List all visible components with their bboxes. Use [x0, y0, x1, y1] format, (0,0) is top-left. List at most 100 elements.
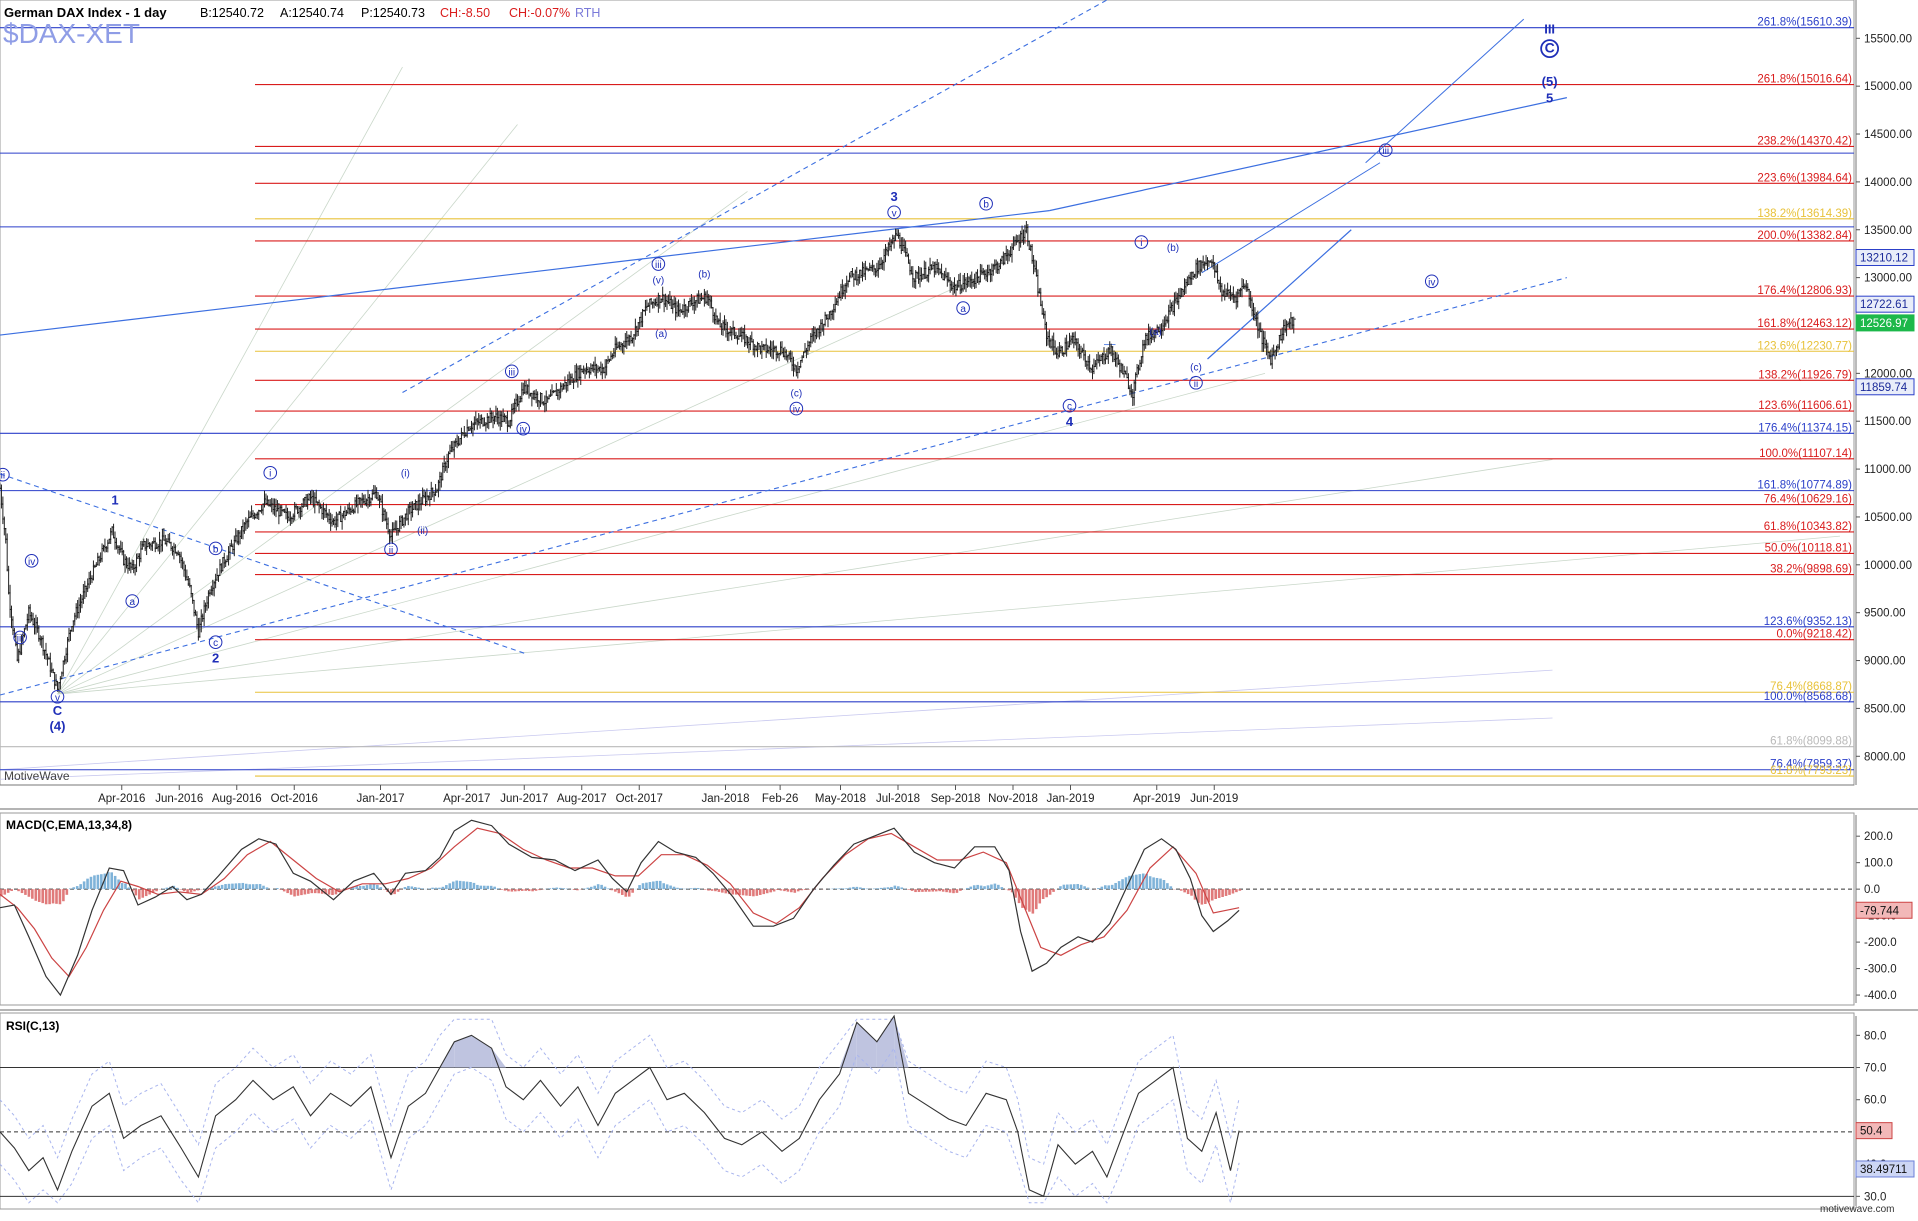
wave-label: iii	[655, 260, 662, 271]
macd-tick-label: -300.0	[1864, 964, 1897, 976]
macd-histogram-bar	[759, 889, 762, 895]
macd-histogram-bar	[887, 887, 890, 889]
rsi-band-label: 38.49711	[1860, 1164, 1907, 1176]
macd-histogram-bar	[1218, 889, 1221, 898]
macd-histogram-bar	[790, 889, 793, 892]
macd-histogram-bar	[455, 881, 458, 890]
wave-label: iii	[1382, 146, 1389, 157]
macd-histogram-bar	[259, 884, 262, 889]
macd-histogram-bar	[128, 887, 131, 889]
macd-histogram-bar	[480, 886, 483, 889]
date-tick-label: Jun-2019	[1190, 793, 1238, 805]
macd-histogram-bar	[856, 887, 859, 889]
wave-label: v	[892, 208, 897, 219]
macd-histogram-bar	[417, 888, 420, 889]
wave-label: iii	[17, 633, 24, 644]
macd-histogram-bar	[659, 881, 662, 889]
level-label: 50.0%(10118.81)	[1765, 542, 1853, 554]
date-tick-label: Oct-2016	[271, 793, 318, 805]
macd-histogram-bar	[45, 889, 48, 904]
macd-histogram-bar	[890, 887, 893, 889]
macd-histogram-bar	[76, 886, 79, 889]
macd-histogram-bar	[749, 889, 752, 896]
macd-histogram-bar	[597, 884, 600, 889]
wave-label: c	[213, 638, 218, 649]
macd-histogram-bar	[290, 889, 293, 895]
macd-histogram-bar	[949, 889, 952, 893]
macd-histogram-bar	[697, 888, 700, 889]
macd-histogram-bar	[1132, 875, 1135, 889]
macd-histogram-bar	[990, 884, 993, 889]
macd-histogram-bar	[859, 887, 862, 889]
macd-histogram-bar	[983, 886, 986, 889]
macd-histogram-bar	[555, 888, 558, 890]
macd-histogram-bar	[1101, 887, 1104, 890]
macd-histogram-bar	[894, 886, 897, 890]
price-tick-label: 13000.00	[1864, 273, 1912, 285]
macd-histogram-bar	[1232, 889, 1235, 893]
price-tick-label: 13500.00	[1864, 225, 1912, 237]
macd-histogram-bar	[155, 889, 158, 891]
macd-histogram-bar	[852, 887, 855, 889]
wave-label: (ii)	[417, 526, 428, 537]
macd-histogram-bar	[24, 889, 27, 895]
macd-histogram-bar	[376, 885, 379, 889]
macd-histogram-bar	[773, 889, 776, 891]
macd-histogram-bar	[190, 889, 193, 892]
wave-label: (a)	[1150, 327, 1162, 338]
macd-histogram-bar	[504, 889, 507, 890]
macd-histogram-bar	[176, 888, 179, 889]
macd-histogram-bar	[469, 882, 472, 889]
macd-histogram-bar	[528, 889, 531, 891]
macd-histogram-bar	[1035, 889, 1038, 909]
macd-histogram-bar	[590, 887, 593, 889]
level-label: 176.4%(11374.15)	[1758, 422, 1852, 434]
macd-histogram-bar	[987, 885, 990, 889]
macd-histogram-bar	[238, 883, 241, 889]
macd-histogram-bar	[476, 885, 479, 889]
macd-histogram-bar	[966, 888, 969, 889]
macd-histogram-bar	[442, 887, 445, 889]
macd-histogram-bar	[956, 889, 959, 893]
macd-histogram-bar	[787, 889, 790, 892]
macd-histogram-bar	[997, 885, 1000, 889]
macd-histogram-bar	[380, 887, 383, 889]
date-tick-label: Jan-2019	[1047, 793, 1095, 805]
level-label: 0.0%(9218.42)	[1777, 629, 1853, 641]
wave-label: iv	[28, 557, 35, 568]
macd-histogram-bar	[459, 881, 462, 889]
macd-histogram-bar	[600, 885, 603, 889]
level-label: 61.8%(7793.23)	[1770, 765, 1852, 777]
wave-label: C	[1545, 40, 1555, 56]
date-tick-label: Jan-2017	[357, 793, 405, 805]
date-tick-label: Sep-2018	[931, 793, 981, 805]
macd-histogram-bar	[1042, 889, 1045, 899]
macd-histogram-bar	[414, 887, 417, 889]
date-tick-label: Apr-2019	[1133, 793, 1180, 805]
change-value: CH:-8.50	[440, 6, 490, 20]
macd-histogram-bar	[535, 889, 538, 891]
macd-histogram-bar	[631, 889, 634, 893]
macd-histogram-bar	[1135, 875, 1138, 889]
macd-histogram-bar	[938, 889, 941, 891]
macd-histogram-bar	[48, 889, 51, 904]
macd-histogram-bar	[1170, 886, 1173, 889]
wave-label: 2	[212, 650, 219, 665]
macd-histogram-bar	[449, 883, 452, 889]
macd-histogram-bar	[483, 886, 486, 889]
wave-label: (c)	[791, 388, 803, 399]
macd-histogram-bar	[783, 889, 786, 891]
macd-histogram-bar	[518, 889, 521, 891]
macd-histogram-bar	[611, 889, 614, 890]
price-tick-label: 8500.00	[1864, 703, 1906, 715]
macd-histogram-bar	[521, 889, 524, 891]
macd-histogram-bar	[1183, 889, 1186, 892]
macd-histogram-bar	[1025, 889, 1028, 910]
macd-histogram-bar	[718, 889, 721, 892]
wave-label: C	[53, 703, 63, 718]
date-tick-label: Aug-2016	[212, 793, 262, 805]
macd-histogram-bar	[10, 889, 13, 891]
wave-label: iv	[1428, 277, 1435, 288]
macd-histogram-bar	[907, 889, 910, 890]
